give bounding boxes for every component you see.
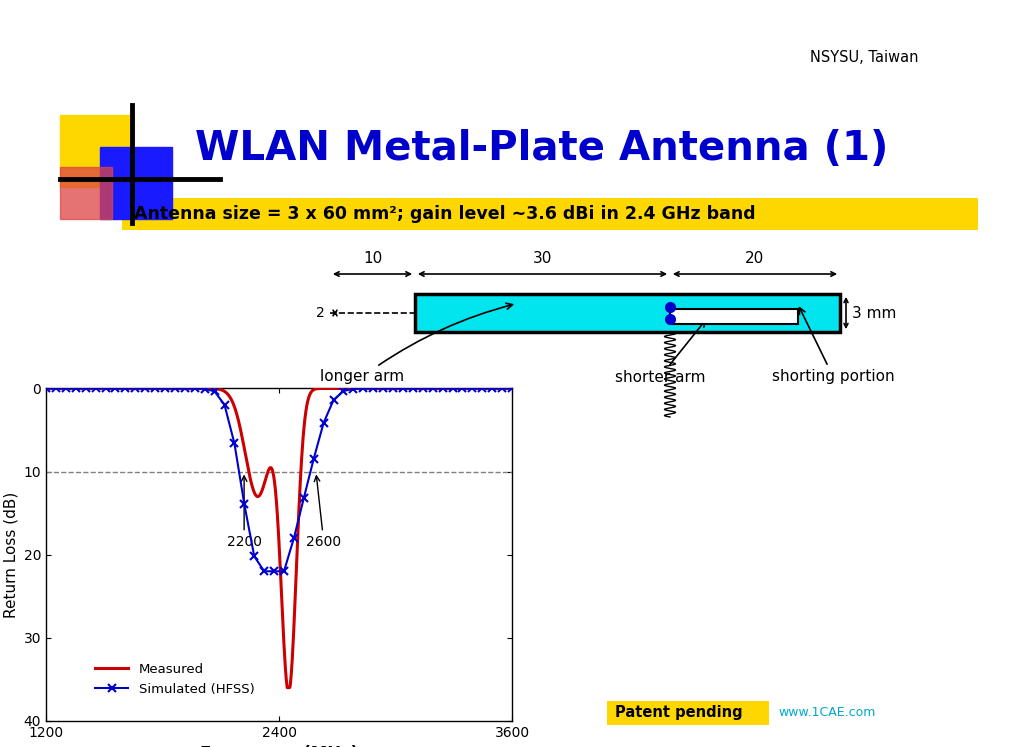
Text: 30: 30	[532, 251, 552, 266]
Bar	[670, 309, 798, 324]
Text: shorter arm: shorter arm	[614, 320, 706, 385]
Text: shorting portion: shorting portion	[772, 308, 895, 385]
Text: longer arm: longer arm	[319, 303, 512, 385]
Text: NSYSU, Taiwan: NSYSU, Taiwan	[810, 49, 919, 64]
Bar	[100, 147, 172, 219]
Bar	[60, 167, 112, 219]
Legend: Measured, Simulated (HFSS): Measured, Simulated (HFSS)	[90, 658, 260, 701]
Text: 10: 10	[362, 251, 382, 266]
Bar	[60, 115, 132, 187]
Text: 20: 20	[745, 251, 765, 266]
Text: 2600: 2600	[306, 476, 341, 549]
Text: www.1CAE.com: www.1CAE.com	[778, 707, 876, 719]
Text: 2200: 2200	[226, 476, 261, 549]
Text: WLAN Metal-Plate Antenna (1): WLAN Metal-Plate Antenna (1)	[195, 129, 889, 169]
Y-axis label: Return Loss (dB): Return Loss (dB)	[3, 492, 18, 618]
Bar	[607, 701, 769, 725]
Bar	[122, 198, 978, 230]
Text: Patent pending: Patent pending	[615, 705, 742, 721]
Bar	[415, 294, 840, 332]
Text: 3 mm: 3 mm	[852, 306, 896, 320]
X-axis label: Frequency (MHz): Frequency (MHz)	[200, 746, 358, 747]
Text: Antenna size = 3 x 60 mm²; gain level ~3.6 dBi in 2.4 GHz band: Antenna size = 3 x 60 mm²; gain level ~3…	[134, 205, 756, 223]
Text: 2: 2	[316, 306, 325, 320]
